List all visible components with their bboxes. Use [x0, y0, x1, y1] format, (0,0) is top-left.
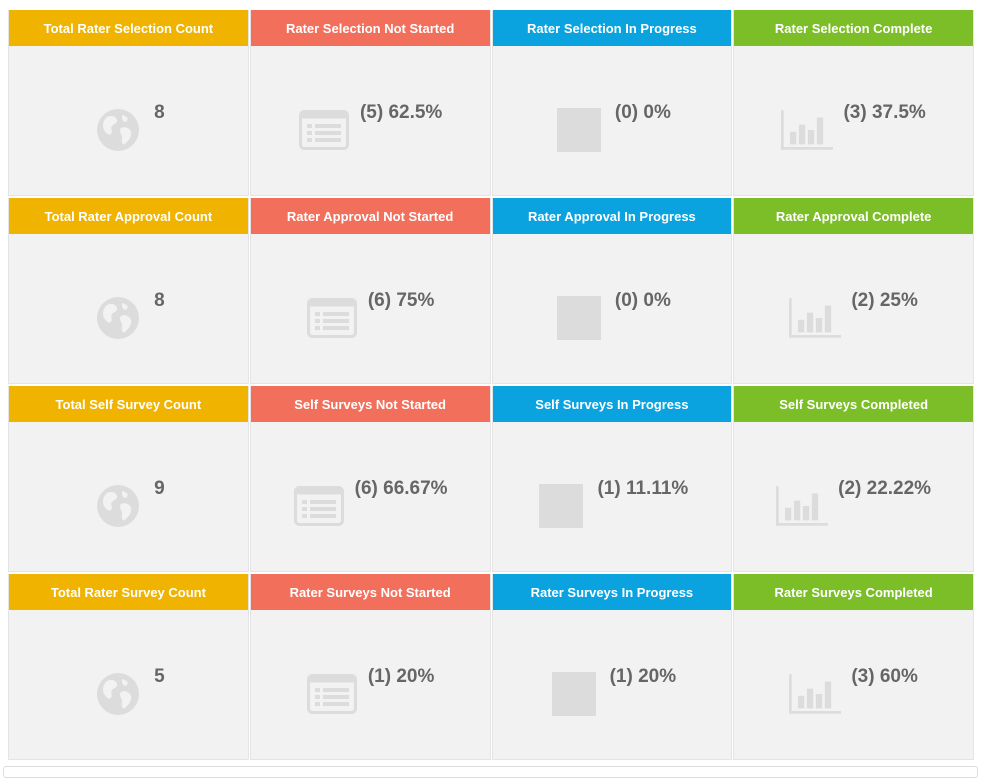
- stat-card-body: (1) 20%: [493, 610, 732, 759]
- stat-card-header: Rater Approval Not Started: [250, 198, 490, 234]
- square-icon: [553, 104, 605, 156]
- stat-card: Rater Surveys In Progress (1) 20%: [491, 574, 733, 760]
- stat-card-body: (0) 0%: [493, 46, 732, 195]
- stat-card-body: 9: [9, 422, 248, 571]
- footer-panel: [3, 766, 978, 778]
- stat-value: 9: [154, 478, 165, 499]
- stat-value: 5: [154, 666, 165, 687]
- stat-card: Rater Approval Not Started (6) 75%: [249, 198, 491, 384]
- stat-card-header: Total Rater Survey Count: [9, 574, 248, 610]
- stat-card-body: (3) 37.5%: [734, 46, 973, 195]
- bar-chart-icon: [776, 480, 829, 532]
- stat-card-header: Rater Selection In Progress: [492, 10, 732, 46]
- stat-card-body: 8: [9, 234, 248, 383]
- globe-icon: [92, 104, 144, 156]
- dashboard-grid: Total Rater Selection Count 8 Rater Selec…: [8, 10, 974, 762]
- square-icon: [535, 480, 587, 532]
- stat-card: Rater Surveys Completed (3) 60%: [733, 574, 974, 760]
- globe-icon: [92, 668, 144, 720]
- bar-chart-icon: [781, 104, 834, 156]
- stat-card-body: (1) 20%: [251, 610, 490, 759]
- stat-value: (0) 0%: [614, 102, 671, 123]
- bar-chart-icon: [789, 292, 842, 344]
- stat-card: Self Surveys In Progress (1) 11.11%: [491, 386, 733, 572]
- stat-card-body: (2) 25%: [734, 234, 973, 383]
- stat-card-body: (5) 62.5%: [251, 46, 490, 195]
- square-icon: [548, 668, 600, 720]
- globe-icon: [92, 480, 144, 532]
- stat-card: Total Rater Selection Count 8: [8, 10, 249, 196]
- stat-value: (1) 20%: [609, 666, 677, 687]
- stat-card: Rater Selection In Progress (0) 0%: [491, 10, 733, 196]
- stat-card-body: (6) 75%: [251, 234, 490, 383]
- stat-value: (6) 66.67%: [354, 478, 448, 499]
- stats-row: Total Rater Survey Count 5 Rater Surveys …: [8, 574, 974, 762]
- stat-card: Rater Selection Not Started (5) 62.5%: [249, 10, 491, 196]
- stat-value: (1) 11.11%: [597, 478, 689, 499]
- stat-value: (6) 75%: [367, 290, 435, 311]
- stat-card-body: (6) 66.67%: [251, 422, 490, 571]
- stat-value: (3) 37.5%: [843, 102, 926, 123]
- stat-card-header: Self Surveys Not Started: [250, 386, 490, 422]
- stat-card: Rater Approval Complete (2) 25%: [733, 198, 974, 384]
- stats-row: Total Rater Approval Count 8 Rater Approv…: [8, 198, 974, 386]
- stat-card: Total Rater Survey Count 5: [8, 574, 249, 760]
- stat-value: (3) 60%: [851, 666, 918, 687]
- stat-card-header: Rater Surveys Not Started: [250, 574, 490, 610]
- stat-card-header: Rater Selection Not Started: [250, 10, 490, 46]
- stat-value: (0) 0%: [614, 290, 671, 311]
- stat-value: (2) 22.22%: [838, 478, 932, 499]
- stat-card-body: 8: [9, 46, 248, 195]
- stat-card-header: Rater Approval In Progress: [492, 198, 732, 234]
- stat-card-header: Rater Selection Complete: [734, 10, 973, 46]
- stat-card-body: (0) 0%: [493, 234, 732, 383]
- globe-icon: [92, 292, 144, 344]
- bar-chart-icon: [789, 668, 842, 720]
- stat-card: Self Surveys Completed (2) 22.22%: [733, 386, 974, 572]
- stat-value: (2) 25%: [851, 290, 918, 311]
- stat-card-body: (1) 11.11%: [493, 422, 732, 571]
- stat-card-header: Total Self Survey Count: [9, 386, 248, 422]
- stat-card-body: 5: [9, 610, 248, 759]
- stat-card-header: Total Rater Approval Count: [9, 198, 248, 234]
- stat-card-header: Rater Approval Complete: [734, 198, 973, 234]
- stat-card-header: Self Surveys Completed: [734, 386, 973, 422]
- stat-card: Self Surveys Not Started (6) 66.67%: [249, 386, 491, 572]
- stat-card-header: Rater Surveys In Progress: [492, 574, 732, 610]
- stat-value: 8: [154, 290, 165, 311]
- stat-card-header: Total Rater Selection Count: [9, 10, 248, 46]
- list-icon: [306, 292, 358, 344]
- stat-card-body: (3) 60%: [734, 610, 973, 759]
- list-icon: [293, 480, 345, 532]
- stats-row: Total Self Survey Count 9 Self Surveys No…: [8, 386, 974, 574]
- stat-card-header: Rater Surveys Completed: [734, 574, 973, 610]
- list-icon: [298, 104, 350, 156]
- stat-card-body: (2) 22.22%: [734, 422, 973, 571]
- stat-card: Total Self Survey Count 9: [8, 386, 249, 572]
- stat-value: (5) 62.5%: [359, 102, 443, 123]
- stat-card: Rater Approval In Progress (0) 0%: [491, 198, 733, 384]
- stat-value: 8: [154, 102, 165, 123]
- stat-card: Total Rater Approval Count 8: [8, 198, 249, 384]
- stat-card-header: Self Surveys In Progress: [492, 386, 732, 422]
- stat-value: (1) 20%: [367, 666, 435, 687]
- stat-card: Rater Surveys Not Started (1) 20%: [249, 574, 491, 760]
- list-icon: [306, 668, 358, 720]
- square-icon: [553, 292, 605, 344]
- stat-card: Rater Selection Complete (3) 37.5%: [733, 10, 974, 196]
- stats-row: Total Rater Selection Count 8 Rater Selec…: [8, 10, 974, 198]
